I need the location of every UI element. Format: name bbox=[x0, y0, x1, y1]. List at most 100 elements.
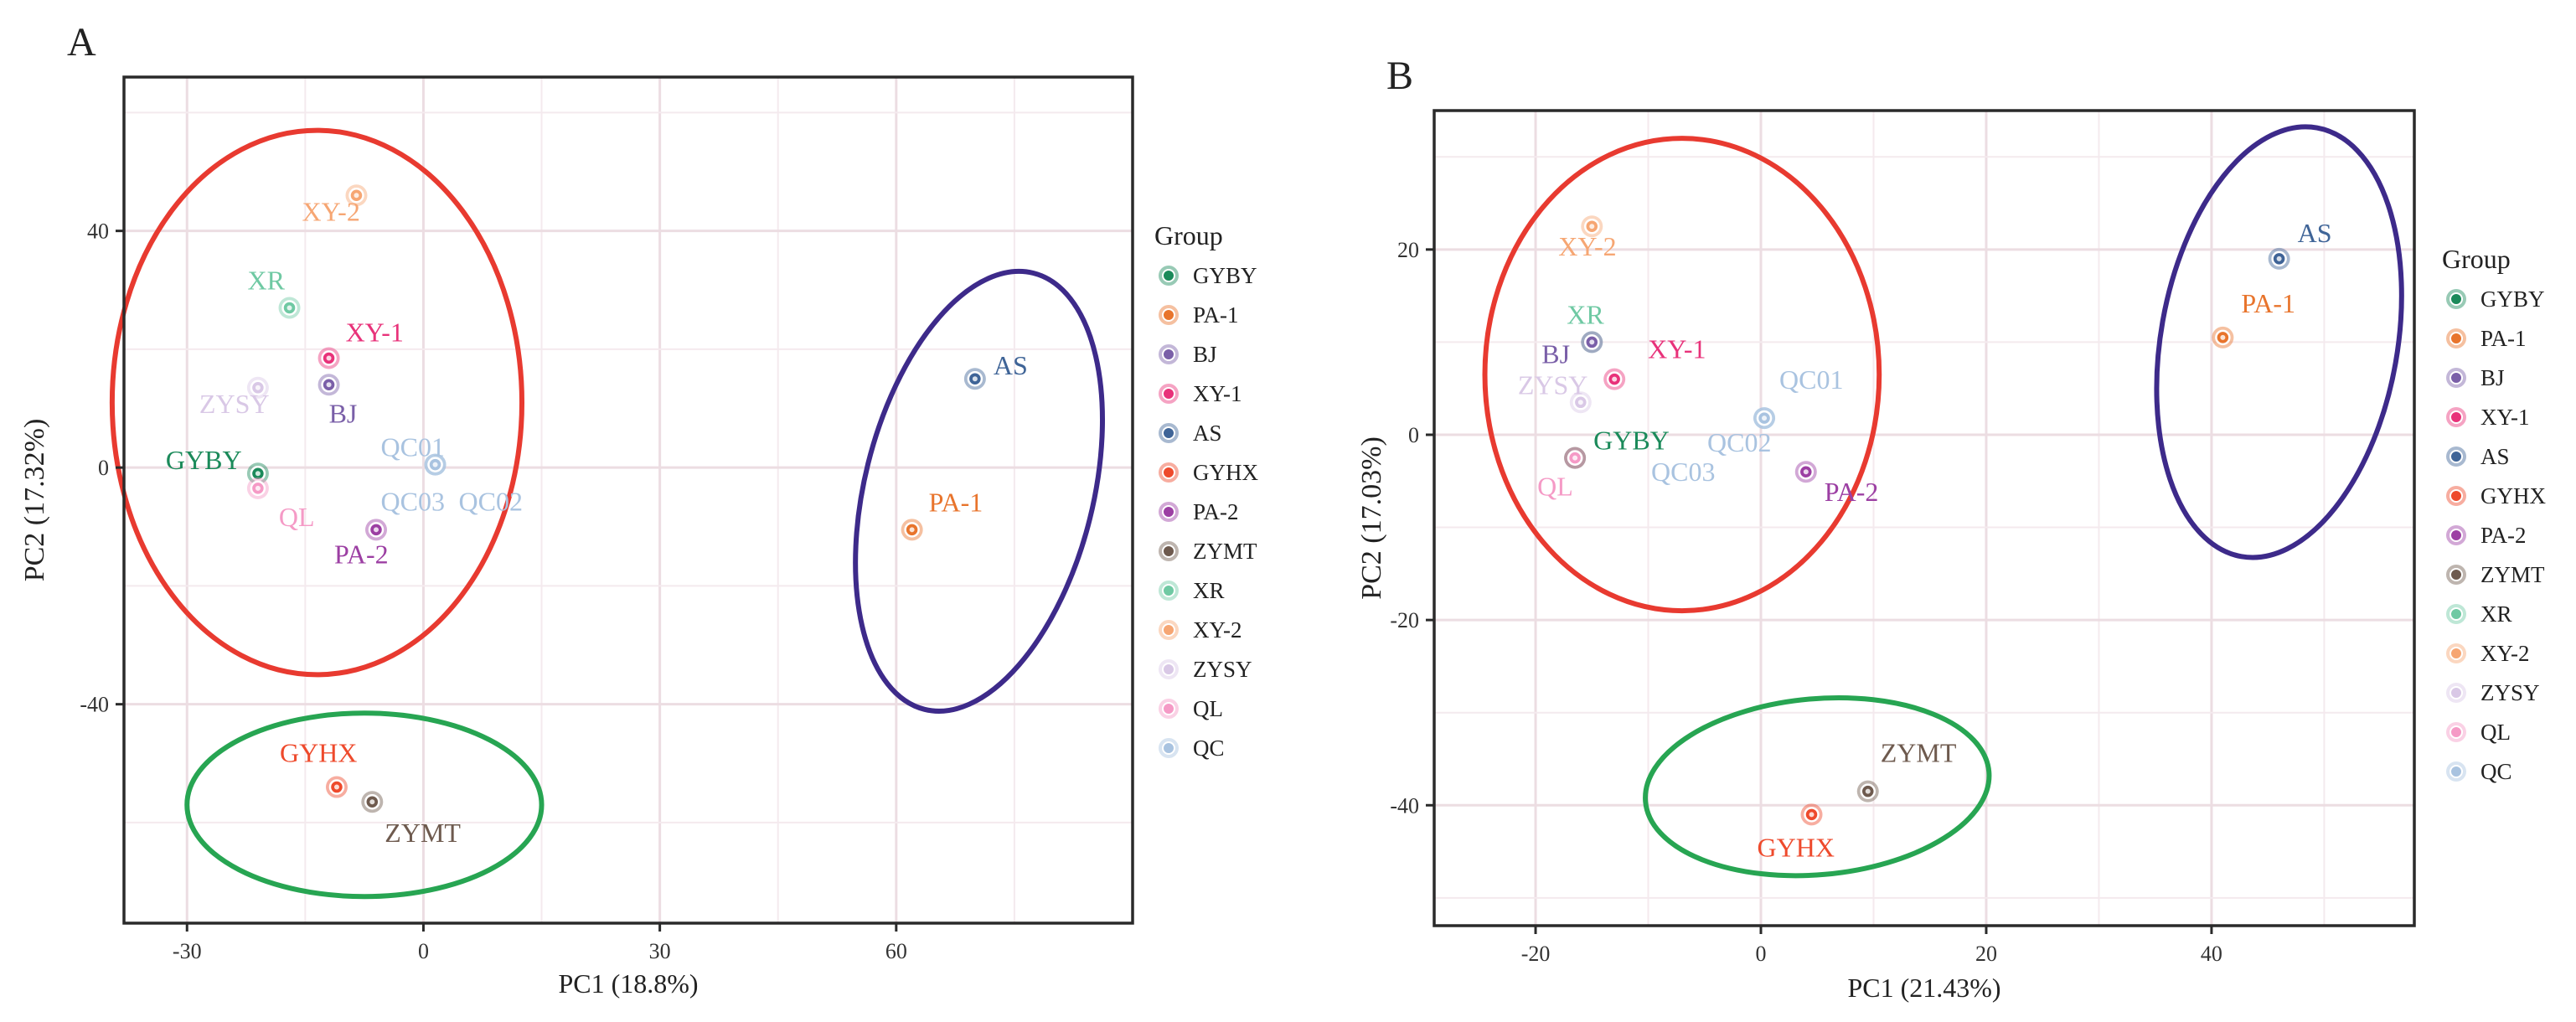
point-center bbox=[1589, 224, 1595, 230]
legend-label: ZYMT bbox=[2480, 562, 2545, 587]
y-tick-label: 0 bbox=[1408, 423, 1419, 447]
point-label: XY-1 bbox=[1648, 334, 1706, 364]
y-axis-label: PC2 (17.32%) bbox=[19, 419, 50, 582]
data-point-pa-1 bbox=[901, 519, 923, 541]
legend-swatch bbox=[2450, 450, 2463, 463]
point-label: ZYSY bbox=[199, 389, 270, 419]
x-tick-label: 60 bbox=[885, 939, 907, 963]
legend-label: ZYSY bbox=[2480, 680, 2540, 705]
legend-label: GYBY bbox=[2480, 286, 2545, 312]
plot-frame bbox=[122, 75, 1134, 925]
legend-item: XY-1 bbox=[1159, 381, 1242, 406]
point-center bbox=[2276, 256, 2282, 261]
point-center bbox=[432, 462, 438, 467]
legend-label: PA-2 bbox=[1193, 499, 1239, 524]
legend-item: XY-2 bbox=[1159, 617, 1242, 643]
legend-swatch bbox=[2450, 529, 2463, 542]
y-tick-label: -40 bbox=[1390, 793, 1419, 818]
point-label: ZYMT bbox=[385, 818, 461, 848]
legend-item: PA-2 bbox=[2446, 523, 2527, 548]
point-label: XY-2 bbox=[1558, 231, 1616, 261]
point-label: XR bbox=[1567, 299, 1604, 329]
legend-swatch bbox=[1162, 426, 1175, 440]
plot-area bbox=[1434, 111, 2414, 926]
legend-item: XY-2 bbox=[2446, 641, 2530, 666]
point-center bbox=[255, 471, 261, 477]
data-point-ql bbox=[1564, 446, 1587, 469]
point-center bbox=[369, 799, 375, 805]
legend-item: XR bbox=[2446, 601, 2512, 627]
legend-label: PA-2 bbox=[2480, 523, 2527, 548]
point-label: XR bbox=[248, 265, 286, 295]
x-tick-label: 0 bbox=[1756, 942, 1767, 966]
legend-swatch bbox=[1162, 308, 1175, 322]
legend-swatch bbox=[1162, 623, 1175, 637]
point-center bbox=[287, 305, 292, 311]
legend-label: ZYMT bbox=[1193, 539, 1257, 564]
y-tick-label: 20 bbox=[1397, 238, 1419, 262]
data-point-gyby bbox=[246, 462, 269, 485]
legend-swatch bbox=[2450, 410, 2463, 424]
point-label: GYBY bbox=[166, 445, 242, 475]
data-point-pa-2 bbox=[1794, 461, 1817, 483]
point-center bbox=[255, 385, 261, 390]
x-tick-label: -20 bbox=[1521, 942, 1551, 966]
plot-area bbox=[124, 77, 1133, 923]
legend-item: XY-1 bbox=[2446, 405, 2530, 430]
legend-swatch bbox=[2450, 725, 2463, 739]
legend-item: ZYSY bbox=[1159, 657, 1252, 682]
point-center bbox=[1865, 788, 1871, 794]
legend-swatch bbox=[1162, 466, 1175, 479]
point-center bbox=[1612, 376, 1618, 382]
legend-swatch bbox=[2450, 607, 2463, 621]
legend-label: BJ bbox=[2480, 365, 2505, 390]
point-center bbox=[1572, 455, 1578, 461]
point-label: QL bbox=[279, 502, 315, 532]
legend-swatch bbox=[1162, 387, 1175, 400]
data-point-as bbox=[963, 368, 986, 390]
point-center bbox=[1577, 400, 1583, 405]
legend-swatch bbox=[1162, 348, 1175, 361]
legend-label: ZYSY bbox=[1193, 657, 1252, 682]
point-label: AS bbox=[2298, 218, 2332, 248]
x-axis-label: PC1 (21.43%) bbox=[1847, 973, 2000, 1003]
data-point-xr bbox=[278, 297, 301, 319]
y-axis-label: PC2 (17.03%) bbox=[1356, 436, 1387, 600]
legend-item: PA-1 bbox=[1159, 302, 1239, 328]
cluster-ellipse-green bbox=[184, 710, 545, 900]
point-label: XY-2 bbox=[302, 196, 359, 226]
legend-item: QC bbox=[2446, 759, 2512, 784]
legend-label: QL bbox=[2480, 720, 2511, 745]
plot-frame bbox=[1433, 109, 2416, 927]
point-label: ZYSY bbox=[1518, 369, 1588, 400]
data-point-xy-2 bbox=[1581, 215, 1603, 238]
data-point-gyhx bbox=[325, 776, 348, 798]
legend-swatch bbox=[1162, 702, 1175, 715]
point-label: GYHX bbox=[280, 738, 357, 768]
point-center bbox=[1803, 469, 1809, 475]
y-tick-label: 40 bbox=[87, 219, 109, 244]
legend-label: AS bbox=[1193, 421, 1222, 446]
data-point-xy-2 bbox=[345, 184, 368, 207]
point-label: PA-2 bbox=[334, 539, 389, 569]
legend-label: GYHX bbox=[1193, 460, 1258, 485]
legend-label: QC bbox=[2480, 759, 2512, 784]
cluster-ellipse-green bbox=[1643, 694, 1992, 879]
data-point-gyhx bbox=[1800, 803, 1823, 826]
data-point-as bbox=[2268, 247, 2290, 270]
legend-item: BJ bbox=[1159, 342, 1217, 367]
x-tick-label: -30 bbox=[173, 939, 202, 963]
legend-swatch bbox=[1162, 269, 1175, 282]
legend-item: GYBY bbox=[1159, 263, 1257, 288]
point-label: QL bbox=[1537, 472, 1573, 502]
point-label: XY-1 bbox=[346, 317, 404, 347]
legend: Group GYBY PA-1 BJ XY-1 AS GYHX PA-2 ZYMT XR XY-2 Z… bbox=[1154, 220, 1258, 761]
legend-item: PA-1 bbox=[2446, 326, 2527, 351]
cluster-ellipse-purple bbox=[853, 268, 1105, 714]
point-center bbox=[1589, 339, 1595, 345]
legend-label: QL bbox=[1193, 696, 1223, 721]
x-tick-label: 0 bbox=[418, 939, 429, 963]
